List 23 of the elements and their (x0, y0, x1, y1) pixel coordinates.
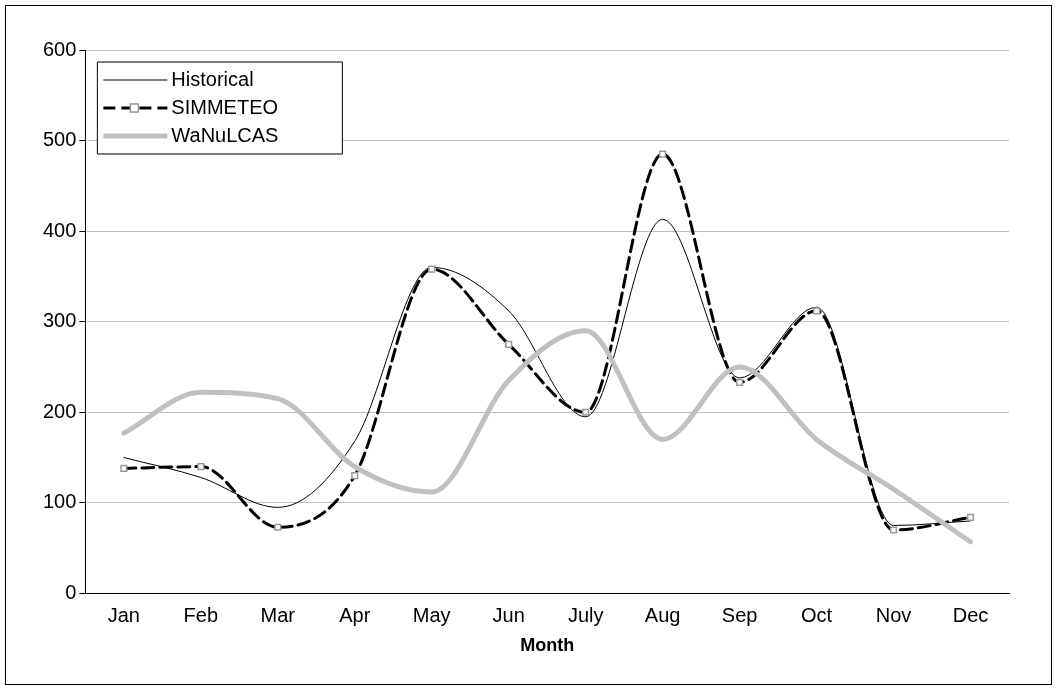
x-tick-label: Jun (492, 603, 525, 626)
x-tick-label: July (567, 603, 604, 626)
x-axis-title: Month (520, 635, 575, 656)
x-tick-label: Dec (952, 603, 989, 626)
y-tick-label: 500 (42, 128, 77, 151)
y-tick-label: 0 (65, 580, 77, 603)
y-tick-label: 300 (42, 309, 77, 332)
x-tick-label: May (412, 603, 451, 626)
x-tick-label: Oct (801, 603, 833, 626)
x-tick-label: Apr (339, 603, 371, 626)
x-tick-label: Aug (644, 603, 681, 626)
legend-label: SIMMETEO (171, 95, 279, 118)
y-tick-label: 600 (42, 37, 77, 60)
x-tick-label: Nov (875, 603, 912, 626)
x-tick-label: Mar (260, 603, 296, 626)
y-tick-label: 200 (42, 399, 77, 422)
x-tick-label: Feb (183, 603, 219, 626)
y-tick-label: 400 (42, 218, 77, 241)
x-tick-label: Sep (721, 603, 758, 626)
legend-label: WaNuLCAS (171, 123, 279, 146)
x-tick-label: Jan (107, 603, 140, 626)
legend-label: Historical (171, 67, 254, 90)
y-tick-label: 100 (42, 490, 77, 513)
